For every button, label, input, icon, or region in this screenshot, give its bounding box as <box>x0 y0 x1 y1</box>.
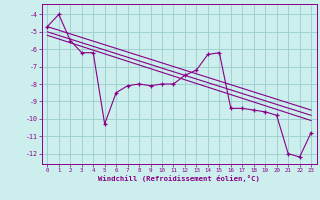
X-axis label: Windchill (Refroidissement éolien,°C): Windchill (Refroidissement éolien,°C) <box>98 175 260 182</box>
